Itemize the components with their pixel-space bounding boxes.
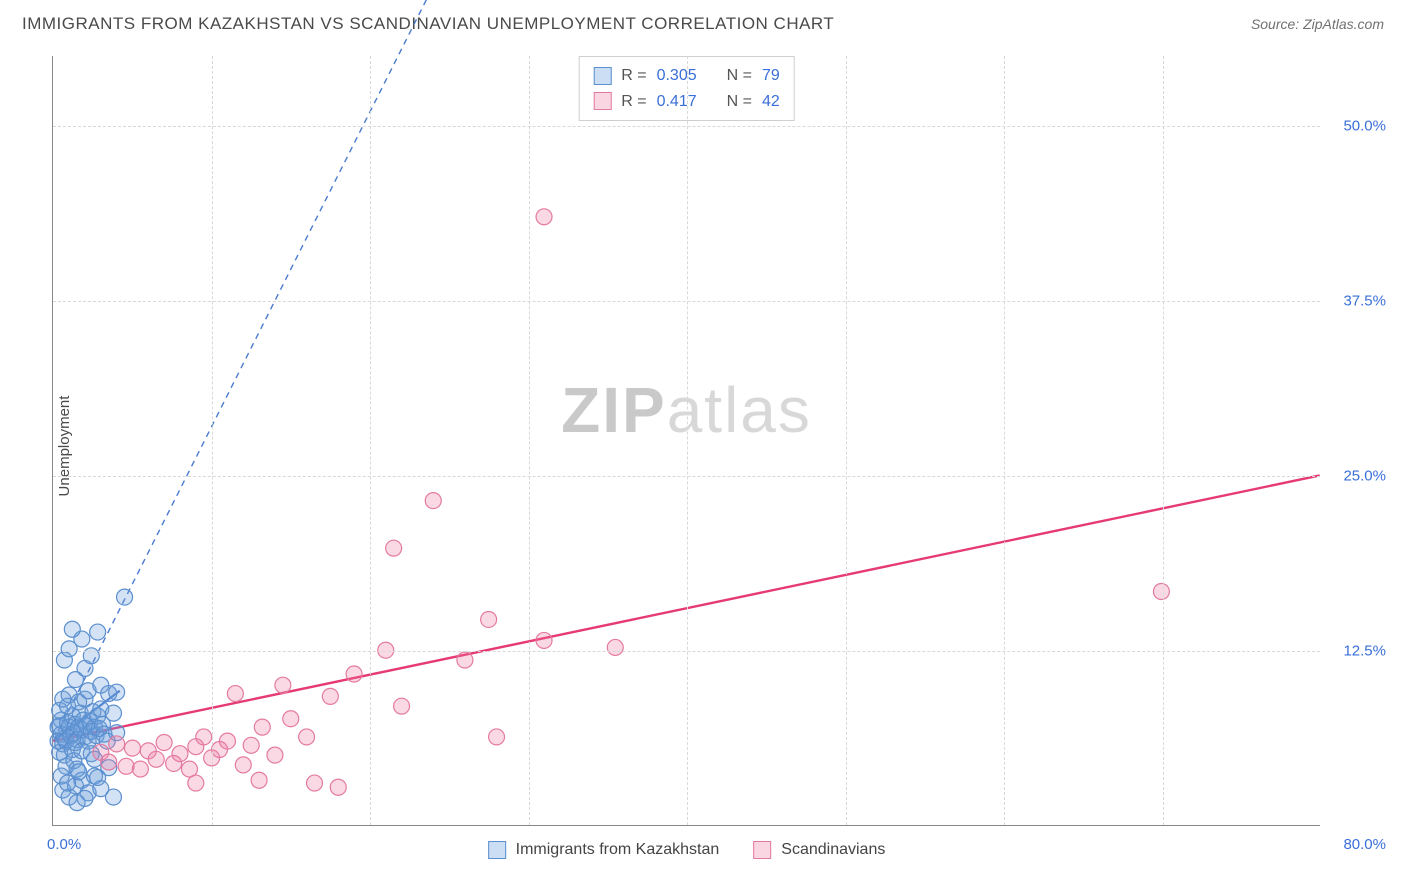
- y-tick-label: 50.0%: [1330, 118, 1386, 135]
- legend-item-kazakhstan: Immigrants from Kazakhstan: [488, 841, 720, 859]
- swatch-icon: [593, 67, 611, 85]
- x-origin-label: 0.0%: [47, 836, 81, 853]
- gridline-v: [212, 56, 213, 825]
- chart-plot-area: ZIPatlas R = 0.305 N = 79 R = 0.417 N = …: [52, 56, 1320, 826]
- n-label: N =: [727, 89, 752, 115]
- chart-title: IMMIGRANTS FROM KAZAKHSTAN VS SCANDINAVI…: [22, 14, 834, 34]
- n-label: N =: [727, 63, 752, 89]
- r-value: 0.417: [657, 89, 697, 115]
- source-label: Source: ZipAtlas.com: [1251, 16, 1384, 32]
- n-value: 42: [762, 89, 780, 115]
- r-label: R =: [621, 89, 646, 115]
- swatch-icon: [593, 92, 611, 110]
- y-tick-label: 12.5%: [1330, 643, 1386, 660]
- gridline-v: [846, 56, 847, 825]
- x-max-label: 80.0%: [1330, 836, 1386, 853]
- gridline-v: [1163, 56, 1164, 825]
- swatch-icon: [488, 841, 506, 859]
- gridline-v: [370, 56, 371, 825]
- legend-label: Immigrants from Kazakhstan: [516, 841, 720, 859]
- n-value: 79: [762, 63, 780, 89]
- gridline-v: [529, 56, 530, 825]
- swatch-icon: [753, 841, 771, 859]
- gridline-v: [1004, 56, 1005, 825]
- legend-item-scandinavians: Scandinavians: [753, 841, 885, 859]
- r-value: 0.305: [657, 63, 697, 89]
- series-legend: Immigrants from Kazakhstan Scandinavians: [488, 841, 886, 859]
- y-tick-label: 25.0%: [1330, 468, 1386, 485]
- r-label: R =: [621, 63, 646, 89]
- y-tick-label: 37.5%: [1330, 293, 1386, 310]
- legend-label: Scandinavians: [781, 841, 885, 859]
- gridline-v: [687, 56, 688, 825]
